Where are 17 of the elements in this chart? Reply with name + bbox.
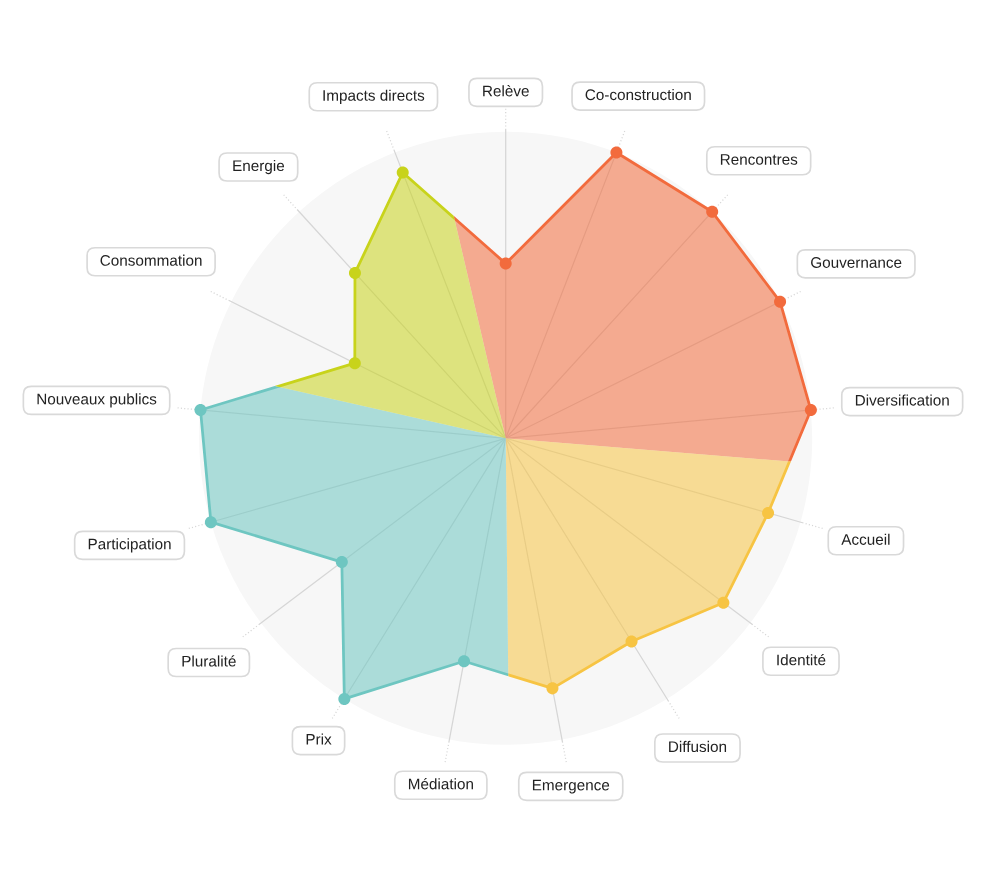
spoke-label: Prix: [306, 733, 332, 745]
spoke-label: Emergence: [532, 779, 610, 794]
spoke-label: Consommation: [100, 254, 202, 266]
spoke-label: Diversification: [855, 394, 949, 406]
spoke-label: Impacts directs: [323, 89, 425, 104]
spoke-label: Energie: [233, 159, 285, 175]
spoke-label: Relève: [483, 85, 529, 97]
spoke-label: Rencontres: [720, 154, 798, 165]
spoke-label: Pluralité: [182, 655, 236, 667]
spoke-label: Gouvernance: [811, 257, 902, 268]
spoke-label: Identité: [777, 653, 826, 666]
spoke-label: Diffusion: [669, 740, 727, 753]
spoke-label: Co-construction: [585, 88, 691, 101]
spoke-label: Nouveaux publics: [37, 393, 157, 408]
spoke-label: Participation: [88, 538, 171, 553]
spoke-label: Accueil: [841, 533, 890, 545]
spoke-label: Médiation: [408, 777, 473, 790]
